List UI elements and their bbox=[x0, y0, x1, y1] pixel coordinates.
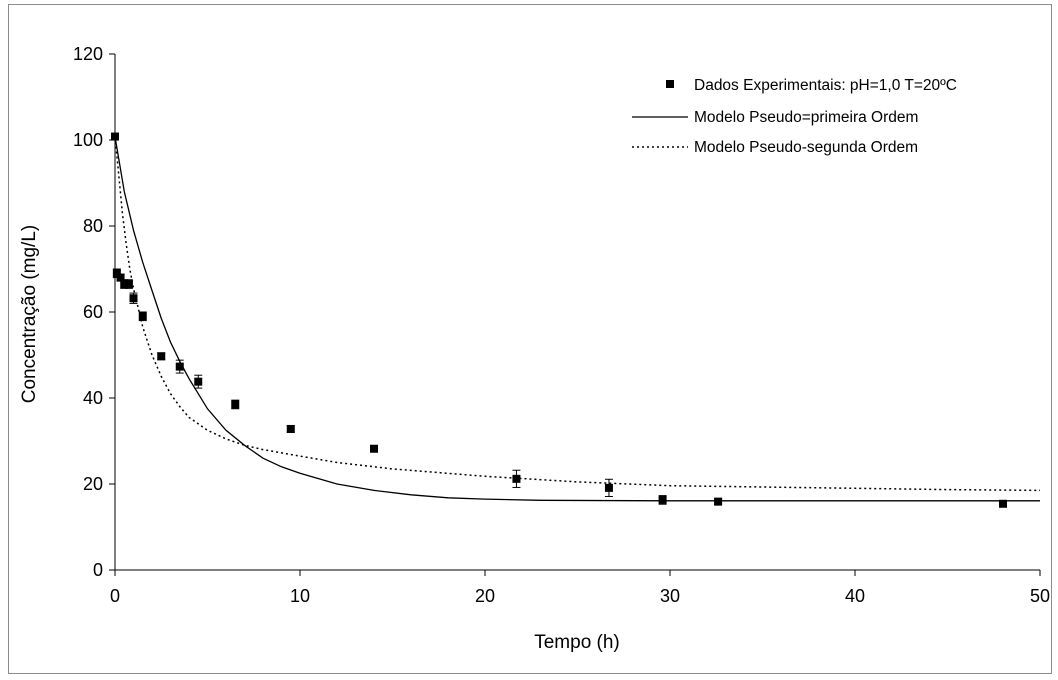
first-order-model-line bbox=[114, 136, 1040, 502]
y-tick-label: 40 bbox=[83, 388, 103, 408]
legend-marker-experimental bbox=[666, 80, 674, 88]
experimental-data-point bbox=[124, 280, 133, 289]
experimental-data-point bbox=[129, 294, 138, 303]
y-tick-label: 20 bbox=[83, 474, 103, 494]
x-axis-title: Tempo (h) bbox=[534, 632, 620, 653]
experimental-data-point bbox=[512, 474, 521, 483]
experimental-data-point bbox=[157, 352, 166, 361]
experimental-data-point bbox=[370, 444, 378, 453]
legend-label-second-order: Modelo Pseudo-segunda Ordem bbox=[694, 139, 918, 156]
experimental-data-point bbox=[999, 499, 1007, 508]
y-axis-title: Concentração (mg/L) bbox=[19, 225, 40, 403]
x-tick-label: 10 bbox=[290, 586, 310, 606]
experimental-data-point bbox=[111, 132, 119, 141]
y-tick-label: 80 bbox=[83, 216, 103, 236]
experimental-data-point bbox=[112, 269, 121, 278]
experimental-data-point bbox=[116, 273, 125, 282]
y-tick-label: 0 bbox=[93, 560, 103, 580]
experimental-data-point bbox=[604, 483, 613, 492]
y-tick-label: 100 bbox=[73, 130, 103, 150]
experimental-data-point bbox=[175, 362, 184, 371]
experimental-data-point bbox=[138, 312, 147, 321]
legend: Dados Experimentais: pH=1,0 T=20ºC Model… bbox=[632, 77, 957, 156]
experimental-data-point bbox=[658, 495, 667, 504]
y-tick-label: 60 bbox=[83, 302, 103, 322]
x-tick-label: 50 bbox=[1030, 586, 1050, 606]
x-tick-label: 20 bbox=[475, 586, 495, 606]
y-tick-label: 120 bbox=[73, 44, 103, 64]
x-tick-label: 0 bbox=[110, 586, 120, 606]
experimental-data-point bbox=[286, 424, 295, 433]
second-order-model-line bbox=[114, 136, 1041, 492]
x-tick-label: 40 bbox=[845, 586, 865, 606]
chart-frame bbox=[8, 4, 1052, 674]
experimental-data-point bbox=[231, 400, 240, 409]
experimental-data-point bbox=[194, 377, 203, 386]
experimental-data-point bbox=[120, 280, 129, 289]
x-tick-label: 30 bbox=[660, 586, 680, 606]
experimental-data-point bbox=[714, 497, 723, 506]
legend-label-experimental: Dados Experimentais: pH=1,0 T=20ºC bbox=[694, 77, 957, 94]
legend-label-first-order: Modelo Pseudo=primeira Ordem bbox=[694, 109, 918, 126]
